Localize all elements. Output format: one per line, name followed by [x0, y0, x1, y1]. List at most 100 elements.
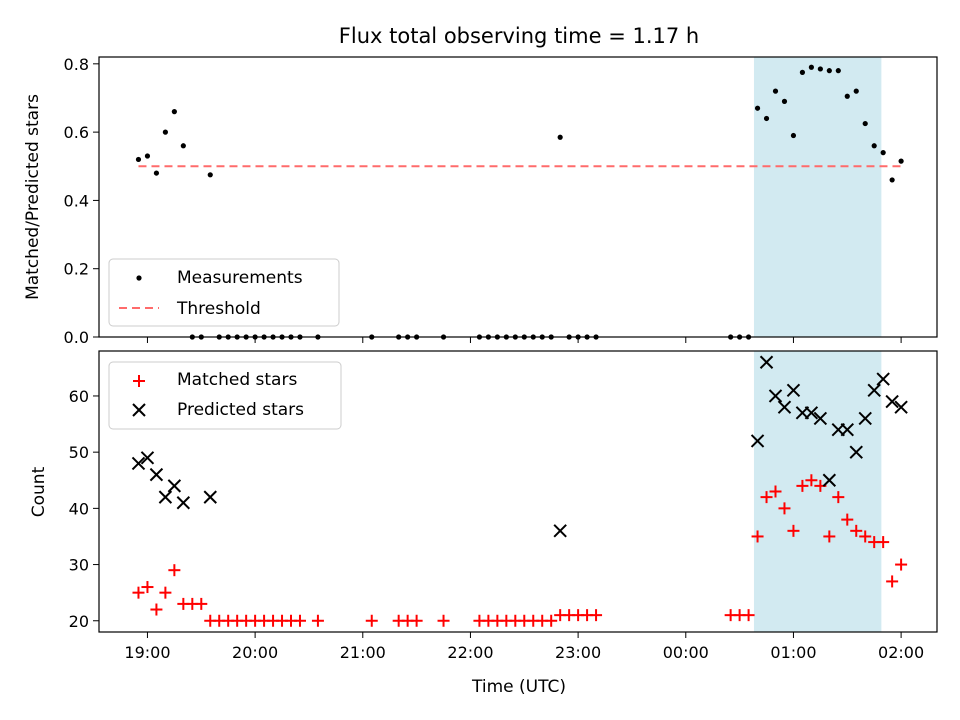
matched-stars-point: [159, 586, 172, 599]
matched-stars-point: [150, 603, 163, 616]
measurement-point: [808, 64, 814, 70]
predicted-stars-point: [553, 524, 567, 538]
matched-stars-point: [742, 609, 755, 622]
count-y-tick-label: 50: [69, 443, 89, 462]
ratio-panel-ylabel: Matched/Predicted stars: [23, 94, 43, 300]
legend-predicted-marker: [132, 403, 146, 417]
measurement-point: [781, 98, 788, 104]
matched-stars-point: [778, 502, 791, 515]
predicted-stars-point: [759, 355, 774, 369]
predicted-stars-point: [777, 400, 792, 414]
x-tick-label: 21:00: [340, 643, 386, 662]
x-tick-label: 23:00: [555, 643, 601, 662]
matched-stars-point: [769, 485, 782, 498]
matched-stars-point: [141, 581, 154, 594]
predicted-stars-point: [858, 411, 872, 426]
count-panel-legend: Matched stars Predicted stars: [108, 361, 342, 430]
predicted-stars-point: [768, 389, 783, 403]
x-tick-label: 19:00: [124, 643, 170, 662]
predicted-stars-point: [894, 400, 908, 414]
count-panel-ylabel: Count: [29, 466, 49, 517]
legend-measurements-label: Measurements: [177, 268, 303, 288]
predicted-stars-point: [786, 383, 801, 398]
measurement-point: [862, 120, 868, 127]
x-tick-label: 02:00: [878, 643, 924, 662]
matched-stars-point: [311, 614, 324, 627]
predicted-stars-point: [876, 372, 890, 386]
matched-stars-point: [823, 530, 836, 543]
matched-stars-point: [437, 614, 450, 627]
count-y-tick-label: 40: [69, 499, 89, 518]
ratio-panel-series: [135, 64, 904, 340]
measurement-point: [817, 66, 823, 72]
measurement-point: [889, 177, 895, 183]
matched-stars-point: [195, 597, 208, 610]
predicted-stars-point: [149, 467, 164, 482]
matched-stars-point: [796, 479, 809, 492]
measurement-point: [844, 93, 850, 99]
measurement-point: [171, 109, 177, 115]
count-panel-xlabel: Time (UTC): [471, 677, 566, 697]
predicted-stars-point: [813, 411, 828, 426]
matched-stars-point: [832, 491, 845, 504]
matched-stars-point: [590, 609, 603, 622]
legend-measurements-marker: [136, 275, 142, 281]
legend-threshold-label: Threshold: [176, 299, 261, 319]
x-tick-label: 01:00: [770, 643, 816, 662]
measurement-point: [162, 129, 168, 135]
matched-stars-point: [545, 614, 558, 627]
matched-stars-point: [365, 614, 378, 627]
predicted-stars-point: [849, 445, 863, 459]
chart-title: Flux total observing time = 1.17 h: [339, 24, 699, 48]
predicted-stars-point: [804, 406, 819, 420]
ratio-y-tick-label: 0.6: [64, 123, 89, 142]
matched-stars-point: [841, 513, 854, 526]
count-panel-series: [131, 355, 908, 627]
measurement-point: [763, 115, 770, 122]
ratio-y-tick-label: 0.2: [64, 260, 89, 279]
matched-stars-point: [859, 530, 872, 543]
ratio-panel-ticks: 0.0 0.2 0.4 0.6 0.8: [64, 55, 902, 347]
measurement-point: [754, 105, 761, 111]
measurement-point: [790, 132, 797, 139]
matched-stars-point: [850, 524, 863, 537]
measurement-point: [153, 170, 160, 176]
predicted-stars-point: [140, 451, 155, 465]
matched-stars-point: [877, 536, 890, 549]
ratio-panel-legend: Measurements Threshold: [108, 258, 340, 327]
ratio-y-tick-label: 0.0: [64, 328, 89, 347]
predicted-stars-point: [840, 422, 854, 437]
legend-predicted-label: Predicted stars: [177, 400, 304, 420]
measurement-point: [180, 143, 186, 149]
measurement-point: [880, 150, 886, 156]
matched-stars-point: [132, 586, 145, 599]
measurement-point: [144, 153, 151, 159]
matched-stars-point: [886, 575, 899, 588]
matched-stars-point: [787, 524, 800, 537]
matched-stars-point: [168, 564, 181, 577]
predicted-stars-point: [203, 490, 217, 504]
predicted-stars-point: [867, 383, 881, 398]
matched-stars-point: [751, 530, 764, 543]
matched-stars-point: [760, 491, 773, 504]
measurement-point: [799, 69, 806, 75]
legend-matched-marker: [133, 375, 145, 387]
count-y-tick-label: 60: [69, 387, 89, 406]
ratio-legend-box: [108, 258, 340, 327]
ratio-panel-frame: [98, 56, 938, 338]
ratio-y-tick-label: 0.8: [64, 55, 89, 74]
measurement-point: [772, 88, 779, 94]
ratio-y-tick-label: 0.4: [64, 191, 89, 210]
predicted-stars-point: [131, 456, 146, 471]
predicted-stars-point: [167, 479, 182, 493]
predicted-stars-point: [822, 473, 837, 487]
count-panel-frame: [98, 350, 938, 633]
count-panel-ticks: 19:00 20:00 21:00 22:00 23:00 00:00 01:00 02:00…: [69, 387, 925, 662]
predicted-stars-point: [158, 490, 173, 504]
count-panel: 19:00 20:00 21:00 22:00 23:00 00:00 01:00 02:00…: [29, 350, 938, 697]
measurement-point: [826, 68, 832, 74]
ratio-panel: 0.00.20.40.60.8 Matched/Predicted stars …: [23, 55, 938, 347]
x-tick-label: 20:00: [232, 643, 278, 662]
measurement-point: [557, 134, 563, 140]
